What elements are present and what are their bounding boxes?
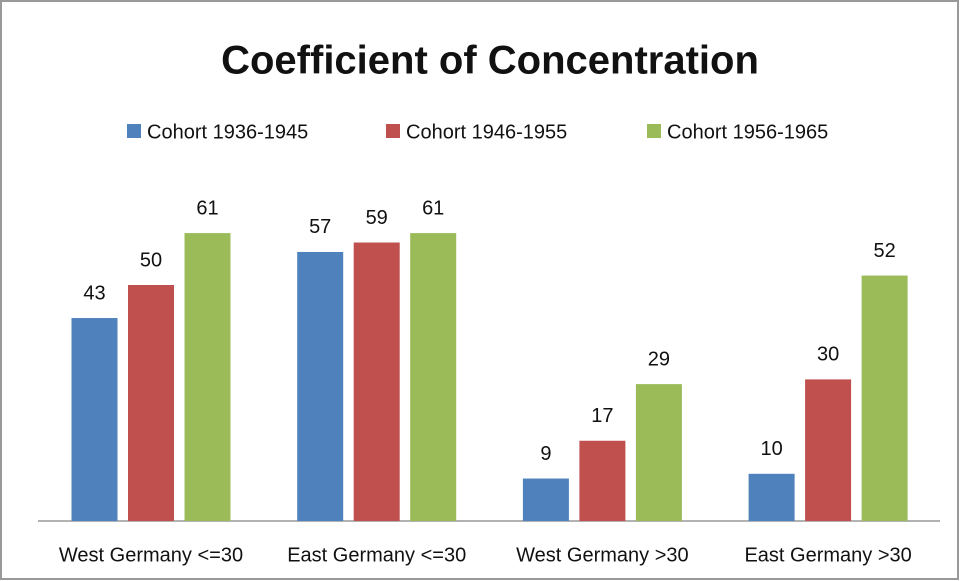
- value-label: 10: [760, 438, 782, 460]
- value-label: 30: [817, 344, 839, 366]
- bar: [522, 478, 569, 521]
- legend-swatch: [127, 124, 141, 138]
- bar: [184, 233, 231, 521]
- value-label: 52: [873, 240, 895, 262]
- bar: [861, 275, 908, 521]
- value-label: 43: [83, 282, 105, 304]
- legend-label: Cohort 1956-1965: [667, 121, 828, 143]
- value-label: 9: [540, 443, 551, 465]
- legend-swatch: [647, 124, 661, 138]
- x-tick-label: East Germany >30: [744, 544, 911, 566]
- value-label: 61: [422, 197, 444, 219]
- bar: [410, 233, 457, 521]
- value-label: 17: [591, 405, 613, 427]
- bar: [297, 251, 344, 521]
- bar: [748, 473, 795, 521]
- x-tick-label: East Germany <=30: [287, 544, 466, 566]
- bar: [128, 285, 174, 521]
- value-label: 57: [309, 216, 331, 238]
- legend-label: Cohort 1946-1955: [406, 121, 567, 143]
- bar: [353, 242, 400, 521]
- x-tick-label: West Germany <=30: [59, 544, 243, 566]
- value-label: 61: [196, 197, 218, 219]
- bar: [635, 384, 682, 521]
- bar: [805, 379, 852, 521]
- bar: [579, 440, 626, 521]
- legend-label: Cohort 1936-1945: [147, 121, 308, 143]
- legend-swatch: [386, 124, 400, 138]
- bar: [71, 318, 118, 521]
- value-label: 29: [648, 348, 670, 370]
- value-label: 59: [366, 207, 388, 229]
- value-label: 50: [140, 249, 162, 271]
- chart-title: Coefficient of Concentration: [221, 39, 759, 83]
- x-tick-label: West Germany >30: [516, 544, 688, 566]
